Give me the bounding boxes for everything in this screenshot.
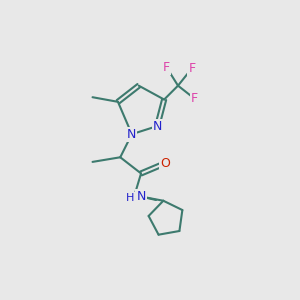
Text: H: H bbox=[126, 193, 134, 203]
Text: N: N bbox=[127, 128, 136, 141]
Text: F: F bbox=[190, 92, 198, 105]
Text: N: N bbox=[136, 190, 146, 203]
Text: F: F bbox=[163, 61, 170, 74]
Text: N: N bbox=[152, 120, 162, 133]
Text: O: O bbox=[160, 157, 170, 169]
Text: F: F bbox=[188, 62, 195, 75]
